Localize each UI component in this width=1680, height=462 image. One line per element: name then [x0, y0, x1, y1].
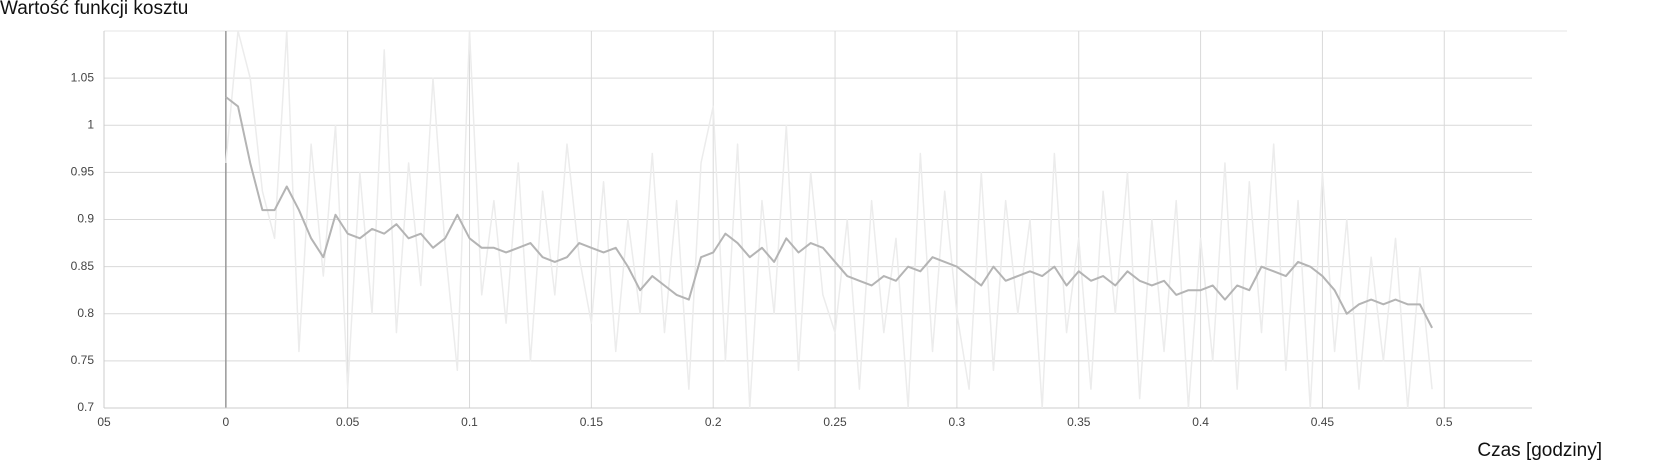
- y-tick-label: 0.9: [77, 212, 94, 226]
- y-tick-label: 0.95: [71, 165, 95, 179]
- x-tick-label: 0.05: [336, 415, 360, 429]
- x-tick-label: 0.15: [580, 415, 604, 429]
- smoothed-line: [225, 96, 1433, 329]
- x-tick-label: 0.3: [949, 415, 966, 429]
- y-tick-label: 1: [87, 117, 94, 131]
- x-axis-label: Czas [godziny]: [1477, 440, 1602, 461]
- x-tick-label: 0.2: [705, 415, 722, 429]
- plot-area: [225, 31, 1433, 408]
- x-tick-label: 0.1: [461, 415, 478, 429]
- x-tick-label: 05: [97, 415, 111, 429]
- x-tick-label: 0.4: [1192, 415, 1209, 429]
- y-tick-label: 0.8: [77, 306, 94, 320]
- x-tick-label: 0.35: [1067, 415, 1091, 429]
- y-tick-label: 1.05: [71, 70, 95, 84]
- y-tick-label: 0.7: [77, 400, 94, 414]
- x-tick-label: 0.5: [1436, 415, 1453, 429]
- x-tick-label: 0: [222, 415, 229, 429]
- x-tick-label: 0.25: [823, 415, 847, 429]
- raw-line: [225, 31, 1433, 408]
- x-tick-label: 0.45: [1311, 415, 1335, 429]
- y-tick-label: 0.75: [71, 353, 95, 367]
- chart-title: Wartość funkcji kosztu: [0, 0, 188, 19]
- y-tick-label: 0.85: [71, 259, 95, 273]
